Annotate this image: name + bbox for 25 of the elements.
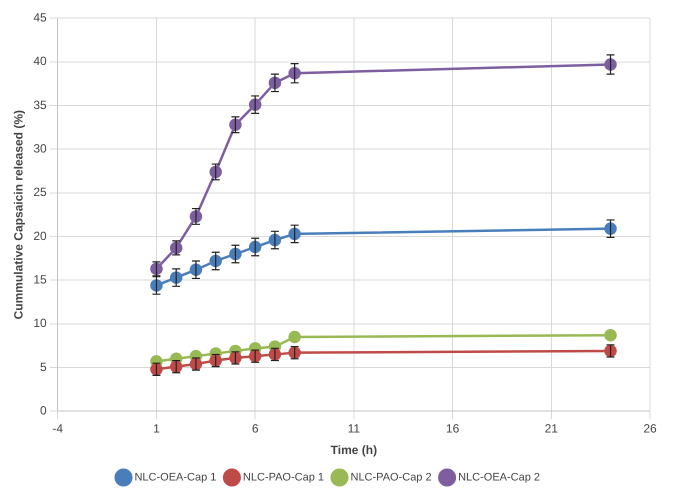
y-tick-label: 35 — [33, 98, 48, 112]
y-tick-label: 45 — [33, 10, 48, 25]
x-tick-label: 26 — [643, 422, 657, 436]
y-tick-label: 20 — [33, 228, 48, 243]
y-tick-label: 0 — [40, 404, 48, 418]
legend-label: NLC-PAO-Cap 2 — [350, 472, 432, 484]
x-tick-label: 6 — [252, 422, 259, 436]
y-tick-label: 30 — [33, 142, 48, 156]
legend-label: NLC-OEA-Cap 2 — [458, 472, 540, 484]
point — [604, 328, 617, 342]
point — [288, 330, 301, 344]
y-tick-label: 25 — [33, 185, 48, 200]
x-tick-label: 21 — [544, 422, 558, 436]
x-tick-label: -4 — [52, 422, 64, 436]
y-tick-label: 5 — [40, 360, 48, 374]
y-axis-title: Cummulative Capsaicin released (%) — [12, 110, 26, 320]
x-tick-label: 1 — [153, 422, 160, 436]
x-tick-label: 16 — [446, 422, 460, 436]
y-tick-label: 40 — [33, 54, 48, 68]
y-tick-label: 15 — [33, 272, 48, 287]
legend-label: NLC-OEA-Cap 1 — [134, 472, 216, 484]
x-axis-title: Time (h) — [330, 443, 378, 458]
y-tick-label: 10 — [33, 316, 48, 330]
x-tick-label: 11 — [348, 422, 360, 436]
legend-label: NLC-PAO-Cap 1 — [242, 472, 324, 484]
